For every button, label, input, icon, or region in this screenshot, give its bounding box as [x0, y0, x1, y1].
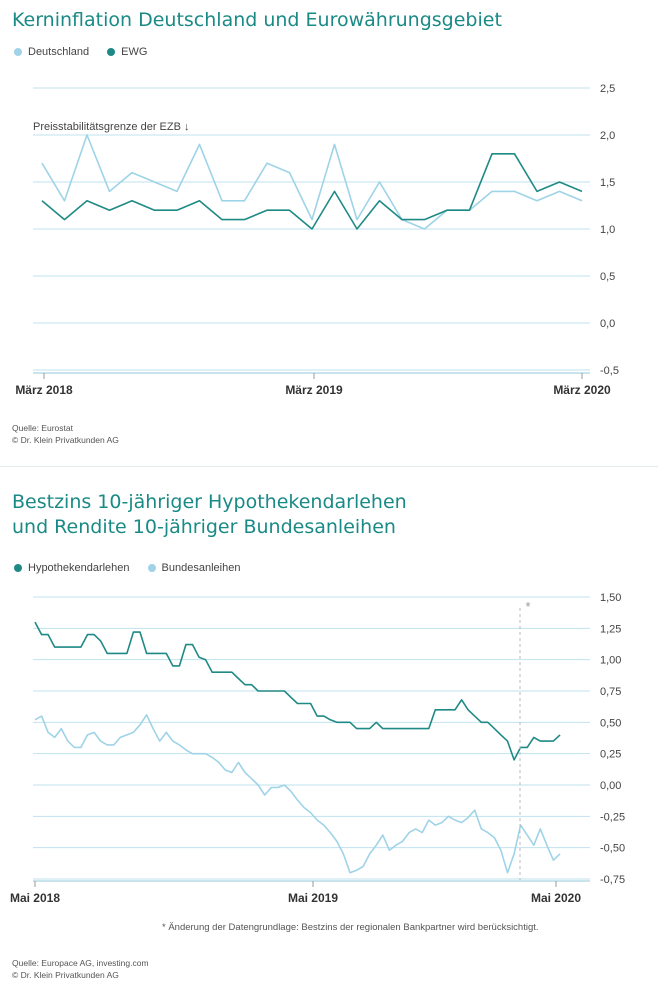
y-tick-label: 0,0	[600, 318, 615, 330]
y-tick-label: -0,5	[600, 365, 619, 377]
legend-item-ewg: EWG	[107, 46, 147, 58]
divider	[0, 466, 658, 467]
legend-dot-icon	[14, 48, 22, 56]
legend-item-bundesanleihen: Bundesanleihen	[147, 562, 241, 574]
x-tick-label: März 2018	[15, 383, 73, 397]
x-tick-label: Mai 2018	[10, 891, 60, 905]
y-tick-label: -0,25	[600, 811, 625, 823]
x-tick-label: März 2020	[553, 383, 611, 397]
series-line-0	[41, 134, 583, 230]
marker-label: *	[525, 599, 530, 614]
y-tick-label: 1,0	[600, 224, 615, 236]
legend-item-deutschland: Deutschland	[14, 46, 89, 58]
y-tick-label: 0,75	[600, 686, 621, 698]
y-tick-label: 1,25	[600, 623, 621, 635]
series-line-1	[41, 153, 583, 230]
y-tick-label: 2,0	[600, 130, 615, 142]
y-tick-label: -0,75	[600, 874, 625, 886]
legend-dot-icon	[147, 564, 156, 572]
chart2-legend: Hypothekendarlehen Bundesanleihen	[14, 562, 240, 574]
legend-dot-icon	[107, 48, 116, 56]
legend-item-hypothekendarlehen: Hypothekendarlehen	[14, 562, 130, 574]
series-line-1	[34, 713, 561, 874]
annotation-label: Preisstabilitätsgrenze der EZB ↓	[33, 121, 190, 133]
copyright-line: © Dr. Klein Privatkunden AG	[12, 970, 119, 980]
x-tick-label: Mai 2019	[288, 891, 338, 905]
x-tick-label: Mai 2020	[531, 891, 581, 905]
chart2-plot: 1,50 1,25 1,00 0,75 0,50 0,25 0,00 -0,25 -0,50 -0…	[10, 592, 625, 905]
y-tick-label: 1,50	[600, 592, 621, 604]
y-tick-label: 0,50	[600, 717, 621, 729]
legend-label-hypothekendarlehen: Hypothekendarlehen	[28, 562, 130, 574]
legend-label-ewg: EWG	[121, 46, 148, 58]
y-tick-label: 0,00	[600, 780, 621, 792]
y-tick-label: 0,5	[600, 271, 615, 283]
source-line: Quelle: Eurostat	[12, 423, 73, 433]
y-tick-label: -0,50	[600, 843, 625, 855]
chart1-source: Quelle: Eurostat © Dr. Klein Privatkunde…	[12, 422, 119, 446]
y-tick-label: 2,5	[600, 83, 615, 95]
legend-label-deutschland: Deutschland	[28, 46, 90, 58]
source-line: Quelle: Europace AG, investing.com	[12, 958, 149, 968]
chart1-legend: Deutschland EWG	[14, 46, 147, 58]
chart2-title-line-1: Bestzins 10-jähriger Hypothekendarlehen	[12, 491, 407, 513]
y-tick-label: 1,00	[600, 655, 621, 667]
chart1-title: Kerninflation Deutschland und Eurowährun…	[12, 9, 502, 31]
chart2-footnote: * Änderung der Datengrundlage: Bestzins …	[162, 922, 539, 933]
x-tick-label: März 2019	[285, 383, 343, 397]
y-tick-label: 0,25	[600, 749, 621, 761]
series-line-0	[34, 621, 561, 761]
copyright-line: © Dr. Klein Privatkunden AG	[12, 435, 119, 445]
legend-label-bundesanleihen: Bundesanleihen	[161, 562, 241, 574]
legend-dot-icon	[14, 564, 22, 572]
chart2-title: Bestzins 10-jähriger Hypothekendarlehen …	[12, 490, 407, 540]
chart2-source: Quelle: Europace AG, investing.com © Dr.…	[12, 957, 149, 981]
y-tick-label: 1,5	[600, 177, 615, 189]
chart1-plot: 2,5 2,0 1,5 1,0 0,5 0,0 -0,5 März 2018 März 2019…	[15, 83, 619, 397]
chart2-title-line-2: und Rendite 10-jähriger Bundesanleihen	[12, 516, 396, 538]
